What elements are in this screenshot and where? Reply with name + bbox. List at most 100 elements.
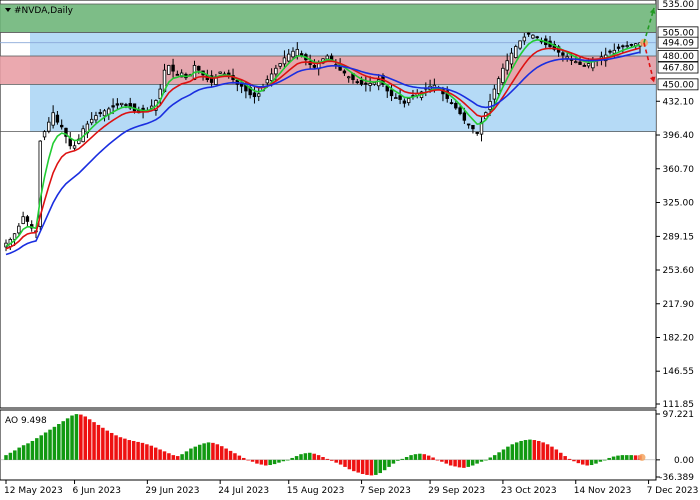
- candle-body: [398, 95, 402, 100]
- time-tick-label: 29 Jun 2023: [145, 486, 199, 496]
- ao-bar: [281, 459, 286, 462]
- ao-bar: [79, 414, 83, 460]
- ao-bar: [87, 419, 92, 460]
- ao-bar: [219, 446, 224, 460]
- price-tick-label: 360.70: [663, 165, 695, 175]
- ao-bar: [101, 427, 105, 460]
- candle: [526, 32, 531, 37]
- ao-bar: [585, 459, 589, 466]
- candle: [167, 64, 171, 75]
- candle-body: [522, 36, 527, 42]
- ao-bar: [206, 442, 211, 460]
- forecast-down-arrowhead: [649, 76, 656, 83]
- ao-bar: [563, 456, 567, 460]
- candle: [59, 119, 64, 130]
- ao-bar: [158, 449, 162, 460]
- time-tick-label: 23 Oct 2023: [501, 486, 557, 496]
- ao-bar: [462, 459, 466, 468]
- ao-bar: [409, 455, 413, 460]
- ao-bar: [30, 440, 35, 460]
- ao-bar: [4, 455, 8, 460]
- ao-bar: [43, 432, 48, 460]
- ao-bar: [360, 459, 365, 474]
- candle: [25, 214, 30, 227]
- ao-bar: [149, 445, 154, 460]
- ao-bar: [413, 454, 418, 460]
- candle-body: [64, 127, 68, 137]
- ao-bar: [519, 440, 523, 460]
- candle: [479, 117, 484, 142]
- ao-bar: [620, 455, 625, 460]
- candle: [347, 75, 351, 83]
- time-tick-label: 14 Nov 2023: [574, 486, 632, 496]
- candle-body: [488, 100, 492, 111]
- candle: [389, 83, 394, 102]
- candle-body: [342, 70, 347, 74]
- ao-bar: [127, 440, 132, 460]
- ao-bar: [13, 450, 17, 460]
- ao-bar: [625, 455, 629, 460]
- ao-bar: [492, 455, 497, 460]
- ao-bar: [167, 453, 171, 460]
- ao-bar: [532, 440, 537, 460]
- ao-bar: [35, 438, 39, 460]
- ao-bar: [365, 459, 369, 475]
- candle-body: [175, 73, 180, 76]
- price-label-box: [657, 78, 699, 91]
- ao-bar: [426, 455, 431, 460]
- ao-bar: [576, 459, 581, 464]
- ao-bar: [123, 438, 127, 460]
- candle-body: [492, 88, 497, 100]
- ao-bar: [369, 459, 374, 476]
- ao-bar: [457, 459, 462, 468]
- candle-body: [616, 46, 621, 49]
- ao-bar: [594, 459, 598, 464]
- ao-bar: [224, 448, 228, 460]
- dropdown-triangle-icon[interactable]: [5, 8, 11, 12]
- price-zones: [0, 3, 656, 133]
- ao-bar: [48, 429, 52, 460]
- candle-body: [501, 67, 505, 84]
- time-tick-label: 29 Sep 2023: [428, 486, 485, 496]
- candle: [72, 141, 77, 152]
- ao-axis: 97.221 0.00 -36.389: [656, 410, 694, 483]
- candle: [535, 35, 539, 40]
- candle: [89, 112, 94, 126]
- ao-bar: [193, 446, 198, 460]
- moving-averages: [5, 38, 641, 256]
- ao-bar: [316, 455, 321, 460]
- price-tick-label: 182.20: [663, 333, 695, 343]
- candle-body: [278, 63, 282, 67]
- ao-bar: [105, 430, 110, 460]
- candle-body: [171, 64, 175, 72]
- candle: [522, 33, 527, 45]
- candle-body: [209, 75, 214, 83]
- ao-bar: [241, 457, 246, 460]
- candle-body: [269, 73, 274, 82]
- ao-bar: [633, 455, 638, 460]
- candle: [42, 130, 47, 141]
- candle-body: [359, 79, 364, 85]
- ao-bar: [396, 459, 400, 461]
- ao-bar: [475, 459, 479, 464]
- candle: [218, 71, 222, 74]
- ao-bar: [448, 459, 453, 466]
- time-tick-label: 7 Dec 2023: [647, 486, 699, 496]
- candle-body: [505, 60, 509, 71]
- ao-bar: [264, 459, 268, 466]
- ao-bar: [8, 452, 13, 460]
- price-tick-label: 325.00: [663, 199, 695, 209]
- ao-bar: [431, 457, 435, 460]
- candle-body: [612, 49, 616, 54]
- ao-bar: [74, 414, 79, 460]
- candle-body: [274, 67, 278, 75]
- candle: [608, 49, 612, 55]
- ao-bar: [453, 459, 457, 467]
- price-label-450-00: 450.00: [663, 80, 695, 90]
- candle-body: [68, 138, 72, 147]
- candle: [51, 105, 55, 129]
- ao-bar: [343, 459, 347, 467]
- candle: [102, 109, 107, 122]
- candle: [21, 211, 25, 225]
- candle: [514, 44, 518, 59]
